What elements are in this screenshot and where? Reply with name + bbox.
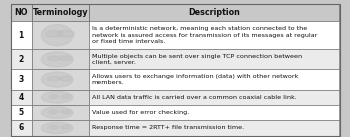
Circle shape	[49, 110, 58, 114]
Ellipse shape	[41, 92, 73, 103]
Bar	[10, 105, 32, 120]
Bar	[90, 4, 340, 21]
Bar	[32, 4, 90, 21]
Text: Value used for error checking.: Value used for error checking.	[92, 110, 189, 115]
Circle shape	[61, 95, 71, 98]
Circle shape	[49, 95, 58, 98]
Bar	[32, 69, 90, 90]
Bar	[90, 49, 340, 69]
Circle shape	[48, 56, 60, 61]
Bar	[32, 120, 90, 136]
Bar	[90, 90, 340, 105]
Text: NO: NO	[14, 8, 28, 17]
Text: 4: 4	[19, 93, 24, 102]
Text: Multiple objects can be sent over single TCP connection between
client, server.: Multiple objects can be sent over single…	[92, 54, 302, 65]
Bar	[10, 120, 32, 136]
Bar	[10, 90, 32, 105]
Circle shape	[48, 76, 60, 81]
Circle shape	[61, 110, 71, 114]
Circle shape	[57, 30, 75, 37]
Bar	[32, 90, 90, 105]
Circle shape	[45, 30, 62, 37]
Bar	[32, 105, 90, 120]
Bar	[90, 21, 340, 49]
Text: Is a deterministic network, meaning each station connected to the
network is ass: Is a deterministic network, meaning each…	[92, 26, 317, 44]
Text: 5: 5	[19, 108, 24, 117]
Circle shape	[60, 76, 72, 81]
Bar	[90, 105, 340, 120]
Text: Response time = 2RTT+ file transmission time.: Response time = 2RTT+ file transmission …	[92, 125, 244, 130]
Text: Terminology: Terminology	[33, 8, 89, 17]
Bar	[90, 69, 340, 90]
Bar	[32, 21, 90, 49]
Bar	[90, 120, 340, 136]
Circle shape	[49, 125, 58, 129]
Text: Description: Description	[189, 8, 240, 17]
Text: Allows users to exchange information (data) with other network
members.: Allows users to exchange information (da…	[92, 74, 298, 85]
Text: 2: 2	[19, 55, 24, 64]
Ellipse shape	[41, 122, 73, 134]
Text: All LAN data traffic is carried over a common coaxial cable link.: All LAN data traffic is carried over a c…	[92, 95, 296, 100]
Ellipse shape	[41, 25, 73, 46]
Text: 6: 6	[19, 123, 24, 132]
Ellipse shape	[41, 72, 73, 87]
Bar	[10, 21, 32, 49]
Circle shape	[60, 56, 72, 61]
Bar	[10, 49, 32, 69]
Bar	[10, 69, 32, 90]
Text: 3: 3	[19, 75, 24, 84]
Bar	[32, 49, 90, 69]
Ellipse shape	[41, 107, 73, 118]
Text: 1: 1	[19, 31, 24, 40]
Bar	[10, 4, 32, 21]
Ellipse shape	[41, 52, 73, 67]
Circle shape	[61, 125, 71, 129]
